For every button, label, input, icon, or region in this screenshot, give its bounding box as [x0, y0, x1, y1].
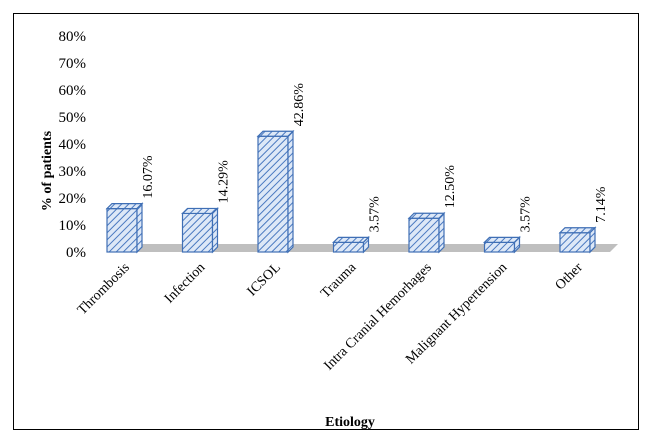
y-tick-label: 60%	[59, 83, 87, 99]
y-tick-label: 40%	[59, 137, 87, 153]
category-label: Trauma	[318, 260, 360, 302]
bar	[332, 235, 370, 254]
y-tick-label: 70%	[59, 56, 87, 72]
data-label: 16.07%	[141, 155, 156, 199]
category-label: Infection	[162, 260, 208, 306]
bars	[105, 129, 597, 254]
bar	[558, 226, 597, 254]
y-tick-label: 50%	[59, 110, 87, 126]
bar	[407, 211, 446, 254]
data-label: 3.57%	[519, 196, 534, 233]
bar	[105, 202, 144, 254]
bar	[181, 206, 219, 254]
bar	[483, 235, 521, 254]
data-label: 42.86%	[292, 83, 307, 127]
y-tick-label: 10%	[59, 218, 87, 234]
bar	[256, 129, 295, 254]
category-label: ICSOL	[245, 260, 284, 299]
y-tick-label: 20%	[59, 191, 87, 207]
chart-frame: 0% 10% 20% 30% 40% 50% 60% 70% 80% 16.07% 14.29% 4…	[13, 13, 639, 430]
data-label: 7.14%	[594, 186, 609, 223]
data-label: 12.50%	[443, 165, 458, 209]
y-tick-label: 0%	[66, 245, 86, 261]
data-label: 3.57%	[368, 196, 383, 233]
y-tick-label: 80%	[59, 29, 87, 45]
y-tick-label: 30%	[59, 164, 87, 180]
data-label: 14.29%	[217, 160, 232, 204]
data-labels: 16.07% 14.29% 42.86% 3.57% 12.50% 3.57% 7.14%	[141, 83, 609, 233]
category-label: Thrombosis	[75, 260, 133, 318]
category-label: Other	[553, 260, 586, 293]
y-axis-ticks: 0% 10% 20% 30% 40% 50% 60% 70% 80%	[59, 29, 87, 261]
y-axis-title: % of patients	[40, 130, 55, 211]
x-axis-title: Etiology	[325, 415, 375, 430]
bar-chart: 0% 10% 20% 30% 40% 50% 60% 70% 80% 16.07% 14.29% 4…	[40, 29, 618, 430]
